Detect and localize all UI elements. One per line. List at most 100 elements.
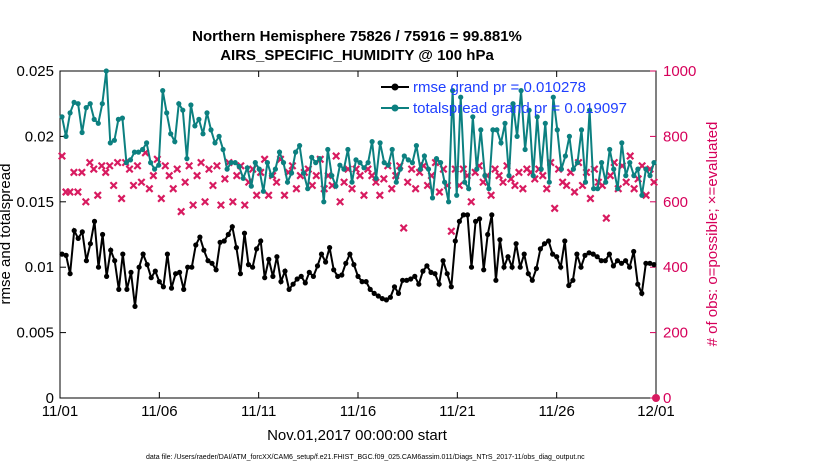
rmse-point xyxy=(270,273,276,279)
obs-evaluated-marker xyxy=(65,188,74,196)
y2-tick-label: 0 xyxy=(663,390,671,407)
totalspread-point xyxy=(111,137,117,143)
totalspread-point xyxy=(317,156,323,162)
totalspread-point xyxy=(192,123,198,129)
x-tick-label: 11/16 xyxy=(340,403,376,420)
rmse-point xyxy=(181,286,187,292)
totalspread-point xyxy=(611,166,617,172)
rmse-point xyxy=(310,273,316,279)
totalspread-point xyxy=(603,179,609,185)
totalspread-point xyxy=(99,101,105,107)
totalspread-point xyxy=(615,186,621,192)
rmse-point xyxy=(327,245,333,251)
totalspread-point xyxy=(272,166,278,172)
rmse-point xyxy=(339,272,345,278)
totalspread-point xyxy=(381,160,387,166)
totalspread-point xyxy=(522,146,528,153)
rmse-point xyxy=(160,284,166,290)
rmse-point xyxy=(614,258,621,264)
obs-evaluated-marker xyxy=(586,194,595,203)
obs-evaluated-marker xyxy=(133,161,142,170)
obs-evaluated-marker xyxy=(93,191,102,200)
obs-evaluated-marker xyxy=(650,178,658,187)
rmse-point xyxy=(67,271,73,277)
chart-title: Northern Hemisphere 75826 / 75916 = 99.8… xyxy=(192,28,522,45)
rmse-point xyxy=(473,218,479,224)
totalspread-point xyxy=(591,186,597,192)
rmse-point xyxy=(189,264,195,270)
totalspread-point xyxy=(542,120,548,126)
totalspread-point xyxy=(232,160,238,166)
obs-evaluated-marker xyxy=(185,161,194,170)
rmse-point xyxy=(424,263,430,269)
rmse-point xyxy=(379,296,385,302)
rmse-point xyxy=(631,248,637,255)
rmse-point xyxy=(371,290,377,296)
totalspread-point xyxy=(293,149,299,155)
totalspread-point xyxy=(506,173,512,179)
x-axis-label: Nov.01,2017 00:00:00 start xyxy=(267,427,448,444)
totalspread-point xyxy=(212,140,218,146)
totalspread-point xyxy=(79,129,85,136)
rmse-point xyxy=(298,273,304,279)
obs-evaluated-marker xyxy=(435,188,444,196)
rmse-point xyxy=(193,242,199,248)
totalspread-point xyxy=(494,127,500,133)
totalspread-point xyxy=(349,179,355,185)
totalspread-point xyxy=(389,146,395,153)
totalspread-point xyxy=(160,88,166,94)
x-tick-label: 11/21 xyxy=(439,403,475,420)
obs-evaluated-marker xyxy=(149,171,158,180)
obs-evaluated-marker xyxy=(161,161,170,170)
obs-evaluated-marker xyxy=(137,178,146,187)
obs-evaluated-marker xyxy=(538,171,547,180)
rmse-point xyxy=(205,258,211,264)
obs-evaluated-marker xyxy=(272,178,281,187)
obs-evaluated-marker xyxy=(606,171,615,180)
obs-evaluated-marker xyxy=(622,178,631,187)
rmse-point xyxy=(331,267,337,273)
totalspread-point xyxy=(486,186,492,192)
rmse-point xyxy=(363,279,369,285)
totalspread-point xyxy=(236,163,242,170)
obs-evaluated-marker xyxy=(205,165,213,174)
x-tick-label: 11/06 xyxy=(141,403,177,420)
obs-possible-marker xyxy=(652,394,660,402)
totalspread-point xyxy=(546,179,552,185)
rmse-point xyxy=(347,251,353,257)
series-layer xyxy=(58,68,660,402)
obs-evaluated-marker xyxy=(292,184,301,193)
tick-layer: 11/01 11/06 11/11 11/16 11/21 11/26 12/0100.00… xyxy=(16,63,696,420)
obs-evaluated-marker xyxy=(467,197,476,206)
rmse-point xyxy=(558,264,564,270)
obs-evaluated-marker xyxy=(379,174,388,183)
obs-evaluated-marker xyxy=(117,194,126,203)
totalspread-point xyxy=(619,140,625,146)
totalspread-point xyxy=(337,162,343,168)
rmse-point xyxy=(606,251,613,257)
rmse-point xyxy=(152,268,158,274)
rmse-point xyxy=(570,277,576,283)
totalspread-point xyxy=(490,127,496,133)
totalspread-point xyxy=(538,166,544,172)
rmse-point xyxy=(566,282,572,289)
totalspread-point xyxy=(260,188,266,194)
totalspread-point xyxy=(59,114,65,120)
y2-tick-label: 200 xyxy=(663,325,688,342)
obs-evaluated-marker xyxy=(97,161,106,170)
rmse-point xyxy=(521,251,527,257)
rmse-point xyxy=(237,271,243,277)
totalspread-point xyxy=(446,199,452,205)
rmse-point xyxy=(651,262,657,268)
x-tick-label: 11/01 xyxy=(42,403,78,420)
obs-evaluated-marker xyxy=(105,161,114,170)
totalspread-point xyxy=(562,153,569,159)
rmse-point xyxy=(452,238,458,244)
y2-axis-label: # of obs: o=possible; ×=evaluated xyxy=(704,122,721,347)
totalspread-point xyxy=(373,175,379,181)
rmse-point xyxy=(525,271,531,277)
rmse-point xyxy=(505,254,511,260)
obs-evaluated-marker xyxy=(491,165,500,174)
totalspread-point xyxy=(566,133,573,139)
rmse-point xyxy=(306,269,312,275)
